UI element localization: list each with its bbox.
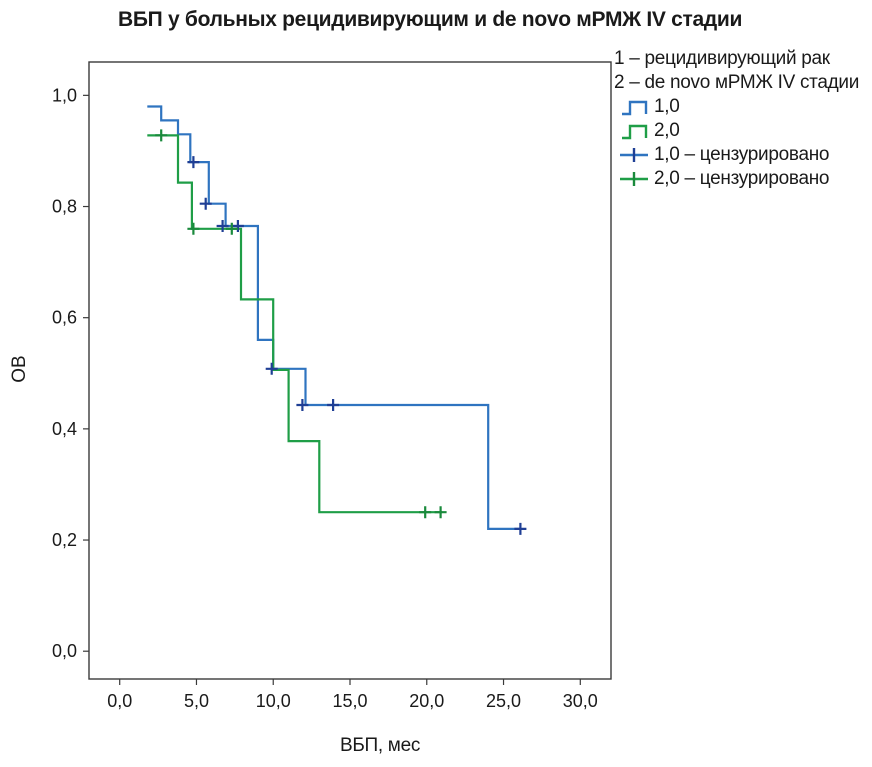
y-axis: 0,0 0,2 0,4 0,6 0,8 1,0 [52,85,89,661]
x-tick-label: 10,0 [256,691,291,711]
censor-mark-2 [155,129,168,142]
legend-note-1: 1 – рецидивирующий рак [614,48,830,69]
legend: 1 – рецидивирующий рак 2 – de novo мРМЖ … [614,47,859,191]
legend-note-2: 2 – de novo мРМЖ IV стадии [614,72,860,93]
x-tick-label: 15,0 [332,691,367,711]
x-tick-label: 30,0 [563,691,598,711]
legend-label: 2,0 – цензурировано [654,168,830,189]
series-line-1 [147,105,521,530]
legend-step-icon [622,100,648,116]
censor-mark-1 [296,399,309,411]
legend-label: 1,0 [654,96,680,117]
legend-step-icon [622,124,648,140]
x-tick-label: 5,0 [184,691,209,711]
x-tick-label: 0,0 [107,691,132,711]
y-tick-label: 0,4 [52,419,77,439]
y-axis-label: ОВ [9,355,30,383]
chart-title: ВБП у больных рецидивирующим и de novo м… [118,8,743,31]
y-tick-label: 0,6 [52,308,77,328]
legend-censor-icon [620,172,648,186]
censor-mark-1 [199,197,212,210]
y-tick-label: 0,0 [52,641,77,661]
censor-mark-1 [514,522,527,535]
censor-mark-1 [216,220,229,232]
censor-mark-1 [231,220,244,232]
legend-censor-icon [620,148,648,162]
censor-mark-1 [327,399,340,411]
series-line-2 [147,134,443,514]
plot-frame [88,61,612,680]
legend-label: 1,0 – цензурировано [654,144,830,165]
legend-label: 2,0 [654,120,680,141]
censor-mark-2 [225,222,238,235]
x-axis-label: ВБП, мес [339,735,421,756]
legend-entry-series-2: 2,0 [614,119,859,143]
legend-entry-series-1: 1,0 [614,95,859,119]
series-layer [147,105,527,535]
censor-mark-1 [187,156,200,169]
legend-entry-censored-2: 2,0 – цензурировано [614,167,859,191]
y-tick-label: 0,8 [52,197,77,217]
y-tick-label: 0,2 [52,530,77,550]
legend-entry-censored-1: 1,0 – цензурировано [614,143,859,167]
x-tick-label: 25,0 [486,691,521,711]
censor-mark-2 [419,506,432,519]
censor-mark-1 [265,362,278,375]
x-tick-label: 20,0 [409,691,444,711]
y-tick-label: 1,0 [52,85,77,105]
censor-mark-2 [434,506,447,519]
x-axis: 0,0 5,0 10,0 15,0 20,0 25,0 30,0 [107,679,598,711]
censor-mark-2 [187,222,200,235]
